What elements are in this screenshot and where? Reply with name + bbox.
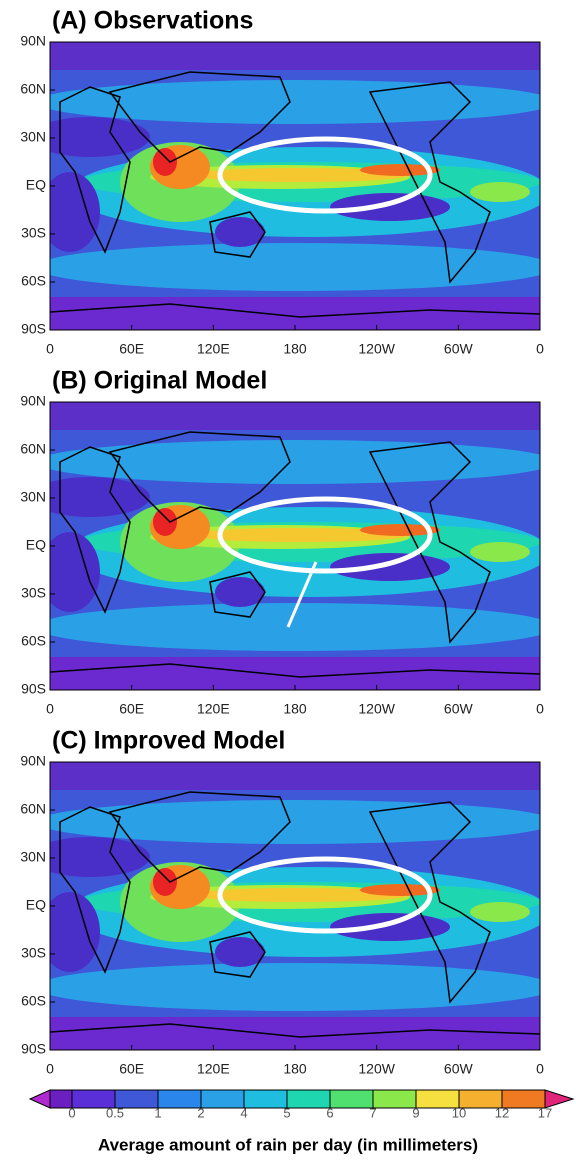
lon-label: 60E: [119, 701, 144, 717]
lat-label: EQ: [26, 897, 46, 913]
colorbar-label: 6: [326, 1105, 333, 1120]
lat-label: 60N: [20, 81, 46, 97]
colorbar-box: [243, 1089, 288, 1109]
lat-label: 90N: [20, 33, 46, 49]
lat-label: 90N: [20, 393, 46, 409]
lat-label: 30N: [20, 129, 46, 145]
colorbar-box: [157, 1089, 202, 1109]
lat-label: EQ: [26, 537, 46, 553]
lon-label: 180: [283, 701, 307, 717]
panel-title: (C) Improved Model: [52, 727, 285, 755]
highlight-ellipse: [217, 136, 433, 214]
lon-label: 0: [46, 701, 54, 717]
colorbar-box: [501, 1089, 546, 1109]
colorbar-end: [28, 1089, 51, 1109]
panel-title: (A) Observations: [52, 7, 253, 35]
colorbar-box: [286, 1089, 331, 1109]
map-field: [30, 762, 555, 1050]
colorbar-title: Average amount of rain per day (in milli…: [98, 1135, 478, 1154]
colorbar-label: 4: [240, 1105, 247, 1120]
colorbar-label: 7: [369, 1105, 376, 1120]
colorbar-label: 0.5: [106, 1105, 124, 1120]
lon-label: 60W: [444, 341, 474, 357]
colorbar-label: 9: [412, 1105, 419, 1120]
lat-label: 60S: [21, 273, 46, 289]
lon-label: 60E: [119, 1061, 144, 1077]
lon-label: 0: [536, 701, 544, 717]
highlight-ellipse: [217, 496, 433, 574]
colorbar-label: 17: [538, 1105, 552, 1120]
lon-label: 180: [283, 341, 307, 357]
colorbar-label: 1: [154, 1105, 161, 1120]
lat-label: 30S: [21, 225, 46, 241]
lat-label: 90N: [20, 753, 46, 769]
colorbar-label: 0: [68, 1105, 75, 1120]
lon-label: 120W: [358, 1061, 395, 1077]
colorbar-label: 5: [283, 1105, 290, 1120]
lon-label: 120W: [358, 701, 395, 717]
lon-label: 120E: [197, 341, 230, 357]
lat-label: 90S: [21, 681, 46, 697]
lat-label: 90S: [21, 1041, 46, 1057]
lat-label: 30N: [20, 849, 46, 865]
colorbar-label: 12: [495, 1105, 509, 1120]
lon-label: 60W: [444, 1061, 474, 1077]
arrow: [286, 561, 318, 628]
lat-label: 60N: [20, 441, 46, 457]
map-field: [30, 402, 555, 690]
lat-label: 60S: [21, 633, 46, 649]
map-field: [30, 42, 555, 330]
colorbar-box: [372, 1089, 417, 1109]
lat-label: 30S: [21, 585, 46, 601]
colorbar-box: [200, 1089, 245, 1109]
panel-title: (B) Original Model: [52, 367, 267, 395]
lon-label: 120W: [358, 341, 395, 357]
colorbar-label: 2: [197, 1105, 204, 1120]
lon-label: 120E: [197, 701, 230, 717]
lat-label: 60S: [21, 993, 46, 1009]
lat-label: 30S: [21, 945, 46, 961]
highlight-ellipse: [217, 856, 433, 934]
colorbar-label: 10: [452, 1105, 466, 1120]
lat-label: EQ: [26, 177, 46, 193]
lon-label: 0: [46, 341, 54, 357]
lon-label: 120E: [197, 1061, 230, 1077]
lon-label: 180: [283, 1061, 307, 1077]
lat-label: 90S: [21, 321, 46, 337]
lon-label: 0: [536, 1061, 544, 1077]
lat-label: 30N: [20, 489, 46, 505]
lon-label: 60E: [119, 341, 144, 357]
lon-label: 0: [536, 341, 544, 357]
lon-label: 60W: [444, 701, 474, 717]
lon-label: 0: [46, 1061, 54, 1077]
lat-label: 60N: [20, 801, 46, 817]
colorbar-box: [329, 1089, 374, 1109]
